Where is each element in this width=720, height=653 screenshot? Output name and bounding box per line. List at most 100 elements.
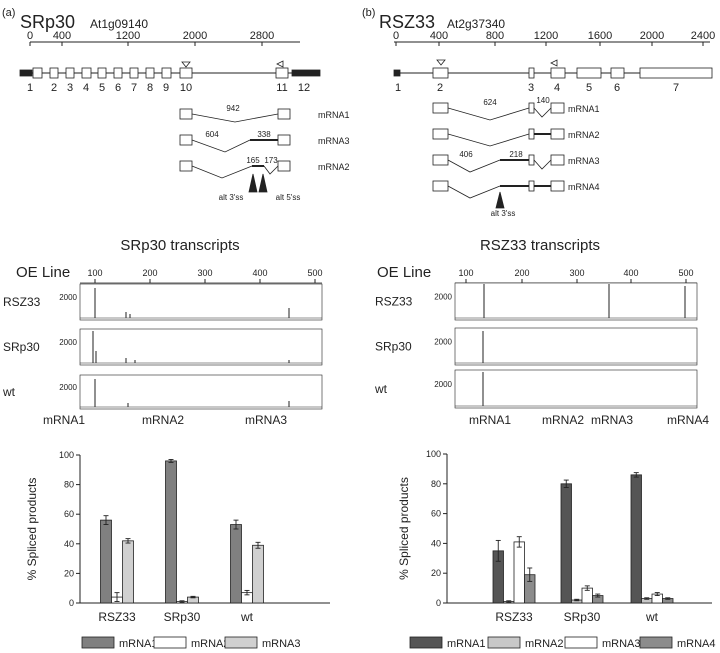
- category-label: SRp30: [564, 610, 601, 624]
- bar: [122, 540, 134, 604]
- y-tick-label: 60: [64, 509, 74, 519]
- trace-y-tick: 2000: [59, 383, 77, 392]
- category-label: RSZ33: [98, 610, 136, 624]
- peak-label: mRNA4: [667, 413, 709, 427]
- trace-y-tick: 2000: [434, 380, 452, 389]
- y-tick-label: 100: [426, 449, 441, 459]
- gene-axis-tick-label: 2000: [183, 30, 207, 42]
- exon-number: 7: [131, 82, 137, 94]
- isoform-label: mRNA1: [318, 110, 350, 120]
- exon-number: 2: [437, 82, 443, 94]
- gene-axis-tick-label: 1200: [116, 30, 140, 42]
- exon-box: [550, 67, 566, 79]
- exon-utr-5: [393, 69, 401, 77]
- gene-locus: At2g37340: [447, 17, 505, 31]
- isoform-exon: [179, 108, 193, 120]
- exon-box: [145, 67, 155, 79]
- intron-length: 624: [483, 98, 497, 107]
- transcript-traces: RSZ33 transcripts OE Line 100 200 300 400 500 R…: [374, 237, 709, 427]
- y-tick-label: 100: [59, 450, 74, 460]
- trace-panel: [454, 282, 698, 321]
- isoform-exon: [528, 102, 535, 114]
- y-tick-label: 60: [431, 509, 441, 519]
- category-label: RSZ33: [495, 610, 533, 624]
- exon-box: [129, 67, 139, 79]
- line-label: wt: [2, 385, 16, 399]
- peak-label: mRNA2: [542, 413, 584, 427]
- legend-label: mRNA2: [525, 638, 564, 650]
- oe-line-label: OE Line: [16, 264, 70, 281]
- exon-box: [97, 67, 107, 79]
- trace-y-tick: 2000: [59, 338, 77, 347]
- peak-label: mRNA2: [142, 413, 184, 427]
- line-label: wt: [374, 382, 388, 396]
- isoform-exon: [550, 128, 565, 140]
- splice-junction: [191, 165, 253, 179]
- y-tick-label: 80: [64, 480, 74, 490]
- splice-junction: [263, 165, 279, 175]
- gene-axis-tick-label: 0: [393, 30, 399, 42]
- splice-junction: [191, 113, 279, 123]
- alt-site-label: alt 3'ss: [491, 209, 516, 218]
- bar-chart: % Spliced products 0 20 40 60 80 100 RSZ33 SRp30…: [25, 450, 330, 650]
- y-tick-label: 20: [431, 568, 441, 578]
- exon-box: [161, 67, 172, 79]
- intron-length: 942: [226, 104, 240, 113]
- exon-number: 3: [67, 82, 73, 94]
- legend-swatch: [564, 636, 598, 649]
- trace-axis-tick-label: 400: [252, 268, 267, 278]
- legend-swatch: [224, 636, 258, 649]
- panel-b: (b) RSZ33 At2g37340 0 400 800 1200 1600 2000 2400…: [362, 7, 715, 218]
- intron-length: 165: [246, 156, 260, 165]
- isoform-exon: [550, 154, 565, 166]
- site-marker-left: [276, 60, 284, 68]
- legend-swatch: [487, 636, 521, 649]
- exon-box: [610, 67, 625, 79]
- exon-number: 6: [115, 82, 121, 94]
- trace-y-tick: 2000: [59, 293, 77, 302]
- category-label: wt: [645, 610, 659, 624]
- exon-box: [81, 67, 92, 79]
- exon-box: [65, 67, 75, 79]
- legend-label: mRNA4: [677, 638, 716, 650]
- trace-axis-tick-label: 400: [623, 268, 638, 278]
- legend-swatch: [409, 636, 443, 649]
- isoform-exon: [179, 160, 193, 172]
- traces-title: RSZ33 transcripts: [480, 237, 600, 254]
- isoform-exon: [528, 128, 535, 140]
- category-label: SRp30: [164, 610, 201, 624]
- exon-box: [113, 67, 123, 79]
- transcript-traces: SRp30 transcripts OE Line 100 200 300 400 500 R…: [2, 237, 323, 427]
- alt-site-arrow: [248, 173, 258, 193]
- trace-axis-tick-label: 300: [197, 268, 212, 278]
- gene-locus: At1g09140: [90, 17, 148, 31]
- exon-number: 7: [673, 82, 679, 94]
- bar: [630, 474, 642, 604]
- isoform-exon: [179, 134, 193, 146]
- isoform-label: mRNA3: [318, 136, 350, 146]
- splice-junction: [533, 107, 552, 118]
- exon-number: 2: [51, 82, 57, 94]
- intron-length: 173: [264, 156, 278, 165]
- legend-label: mRNA3: [602, 638, 641, 650]
- exon-number: 1: [395, 82, 401, 94]
- gene-axis-tick-label: 0: [27, 30, 33, 42]
- isoform-label: mRNA4: [568, 182, 600, 192]
- bar: [165, 460, 177, 604]
- isoform-exon: [528, 154, 535, 166]
- line-label: SRp30: [375, 340, 412, 354]
- isoform-label: mRNA2: [318, 162, 350, 172]
- legend-swatch: [153, 636, 187, 649]
- site-marker-right: [181, 61, 191, 68]
- peak-label: mRNA1: [469, 413, 511, 427]
- exon-box: [639, 67, 713, 79]
- line-label: RSZ33: [375, 295, 413, 309]
- legend-label: mRNA3: [262, 638, 301, 650]
- isoform-label: mRNA3: [568, 156, 600, 166]
- y-tick-label: 0: [69, 598, 74, 608]
- y-tick-label: 80: [431, 479, 441, 489]
- alt-site-arrow: [495, 191, 505, 209]
- intron-length: 604: [205, 130, 219, 139]
